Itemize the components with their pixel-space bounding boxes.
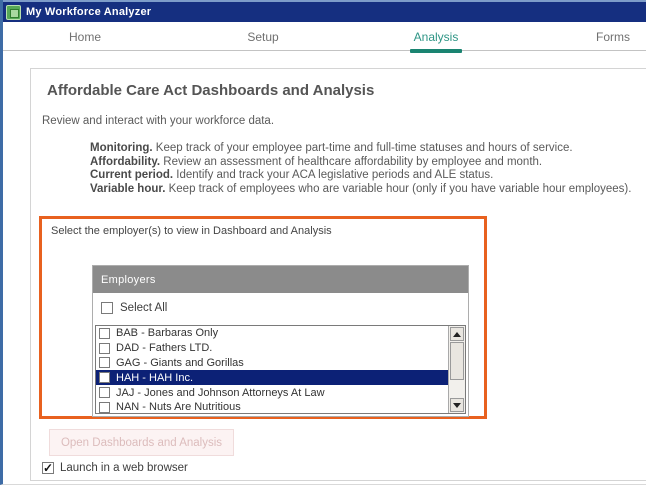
intro-text: Review and interact with your workforce … <box>42 115 274 127</box>
employer-checkbox[interactable] <box>99 357 110 368</box>
feature-variable-hour: Variable hour. Keep track of employees w… <box>90 183 631 197</box>
employer-listbox: BAB - Barbaras Only DAD - Fathers LTD. G… <box>95 325 466 414</box>
employer-checkbox[interactable] <box>99 387 110 398</box>
select-all-label: Select All <box>120 302 167 314</box>
tab-forms[interactable]: Forms <box>596 30 630 44</box>
employer-checkbox[interactable] <box>99 343 110 354</box>
employer-select-label: Select the employer(s) to view in Dashbo… <box>51 225 332 237</box>
feature-list: Monitoring. Keep track of your employee … <box>90 142 631 196</box>
employer-label: JAJ - Jones and Johnson Attorneys At Law <box>116 387 325 399</box>
launch-browser-checkbox[interactable] <box>42 462 54 474</box>
select-all-row[interactable]: Select All <box>93 293 468 322</box>
employer-list-scrollbar[interactable] <box>448 326 465 413</box>
tab-bar: Home Setup Analysis Forms <box>3 24 646 51</box>
employer-label: HAH - HAH Inc. <box>116 372 193 384</box>
tab-setup[interactable]: Setup <box>247 30 278 44</box>
employer-checkbox[interactable] <box>99 402 110 413</box>
launch-browser-row[interactable]: Launch in a web browser <box>42 462 188 474</box>
page-title: Affordable Care Act Dashboards and Analy… <box>47 82 374 99</box>
employer-label: NAN - Nuts Are Nutritious <box>116 401 241 413</box>
employer-list-item[interactable]: DAD - Fathers LTD. <box>96 341 448 356</box>
select-all-checkbox[interactable] <box>101 302 113 314</box>
employer-list-item-selected[interactable]: HAH - HAH Inc. <box>96 370 448 385</box>
window-titlebar: My Workforce Analyzer <box>3 0 646 22</box>
employers-panel: Employers Select All BAB - Barbaras Only… <box>92 265 469 417</box>
arrow-down-icon <box>453 403 461 408</box>
feature-current-period: Current period. Identify and track your … <box>90 169 631 183</box>
employer-selection-annotated-region: Select the employer(s) to view in Dashbo… <box>39 216 487 419</box>
employer-label: BAB - Barbaras Only <box>116 327 218 339</box>
app-icon <box>6 5 21 20</box>
scrollbar-thumb[interactable] <box>450 342 464 380</box>
active-tab-underline <box>410 49 462 53</box>
open-dashboards-button[interactable]: Open Dashboards and Analysis <box>49 429 234 456</box>
window-title: My Workforce Analyzer <box>26 6 151 18</box>
feature-monitoring: Monitoring. Keep track of your employee … <box>90 142 631 156</box>
employers-panel-header: Employers <box>93 266 468 293</box>
employer-checkbox[interactable] <box>99 372 110 383</box>
employer-list-item[interactable]: GAG - Giants and Gorillas <box>96 356 448 371</box>
arrow-up-icon <box>453 332 461 337</box>
tab-home[interactable]: Home <box>69 30 101 44</box>
employer-label: DAD - Fathers LTD. <box>116 342 212 354</box>
employer-rows: BAB - Barbaras Only DAD - Fathers LTD. G… <box>96 326 448 413</box>
tab-analysis[interactable]: Analysis <box>414 30 459 44</box>
content-card: Affordable Care Act Dashboards and Analy… <box>30 68 646 481</box>
launch-browser-label: Launch in a web browser <box>60 462 188 474</box>
employer-list-item[interactable]: BAB - Barbaras Only <box>96 326 448 341</box>
feature-affordability: Affordability. Review an assessment of h… <box>90 156 631 170</box>
scroll-up-button[interactable] <box>450 327 464 341</box>
employer-list-item[interactable]: JAJ - Jones and Johnson Attorneys At Law <box>96 385 448 400</box>
employer-list-item[interactable]: NAN - Nuts Are Nutritious <box>96 400 448 413</box>
employer-checkbox[interactable] <box>99 328 110 339</box>
employer-label: GAG - Giants and Gorillas <box>116 357 244 369</box>
scroll-down-button[interactable] <box>450 398 464 412</box>
